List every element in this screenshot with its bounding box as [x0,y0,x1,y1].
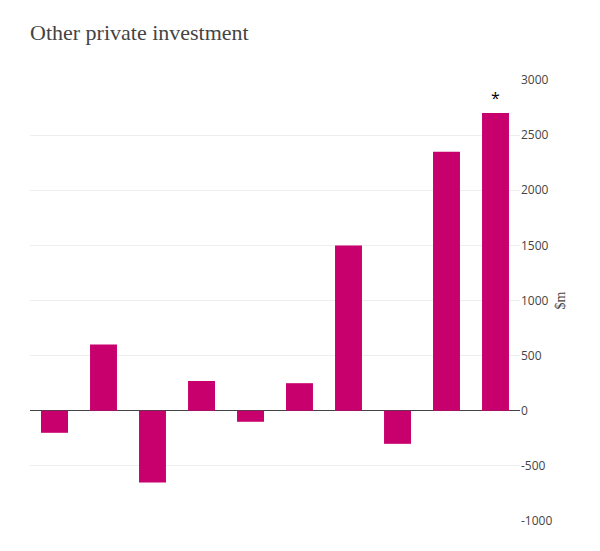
svg-text:-500: -500 [521,457,546,474]
svg-text:Other private investment: Other private investment [30,20,249,45]
svg-text:-1000: -1000 [521,512,552,529]
svg-text:3000: 3000 [521,71,549,88]
svg-text:2500: 2500 [521,126,549,143]
svg-text:1500: 1500 [521,237,549,254]
svg-text:*: * [491,87,500,109]
svg-text:1000: 1000 [521,292,549,309]
svg-text:0: 0 [521,402,528,419]
svg-text:2000: 2000 [521,181,549,198]
svg-text:$m: $m [553,291,568,309]
svg-text:500: 500 [521,347,542,364]
